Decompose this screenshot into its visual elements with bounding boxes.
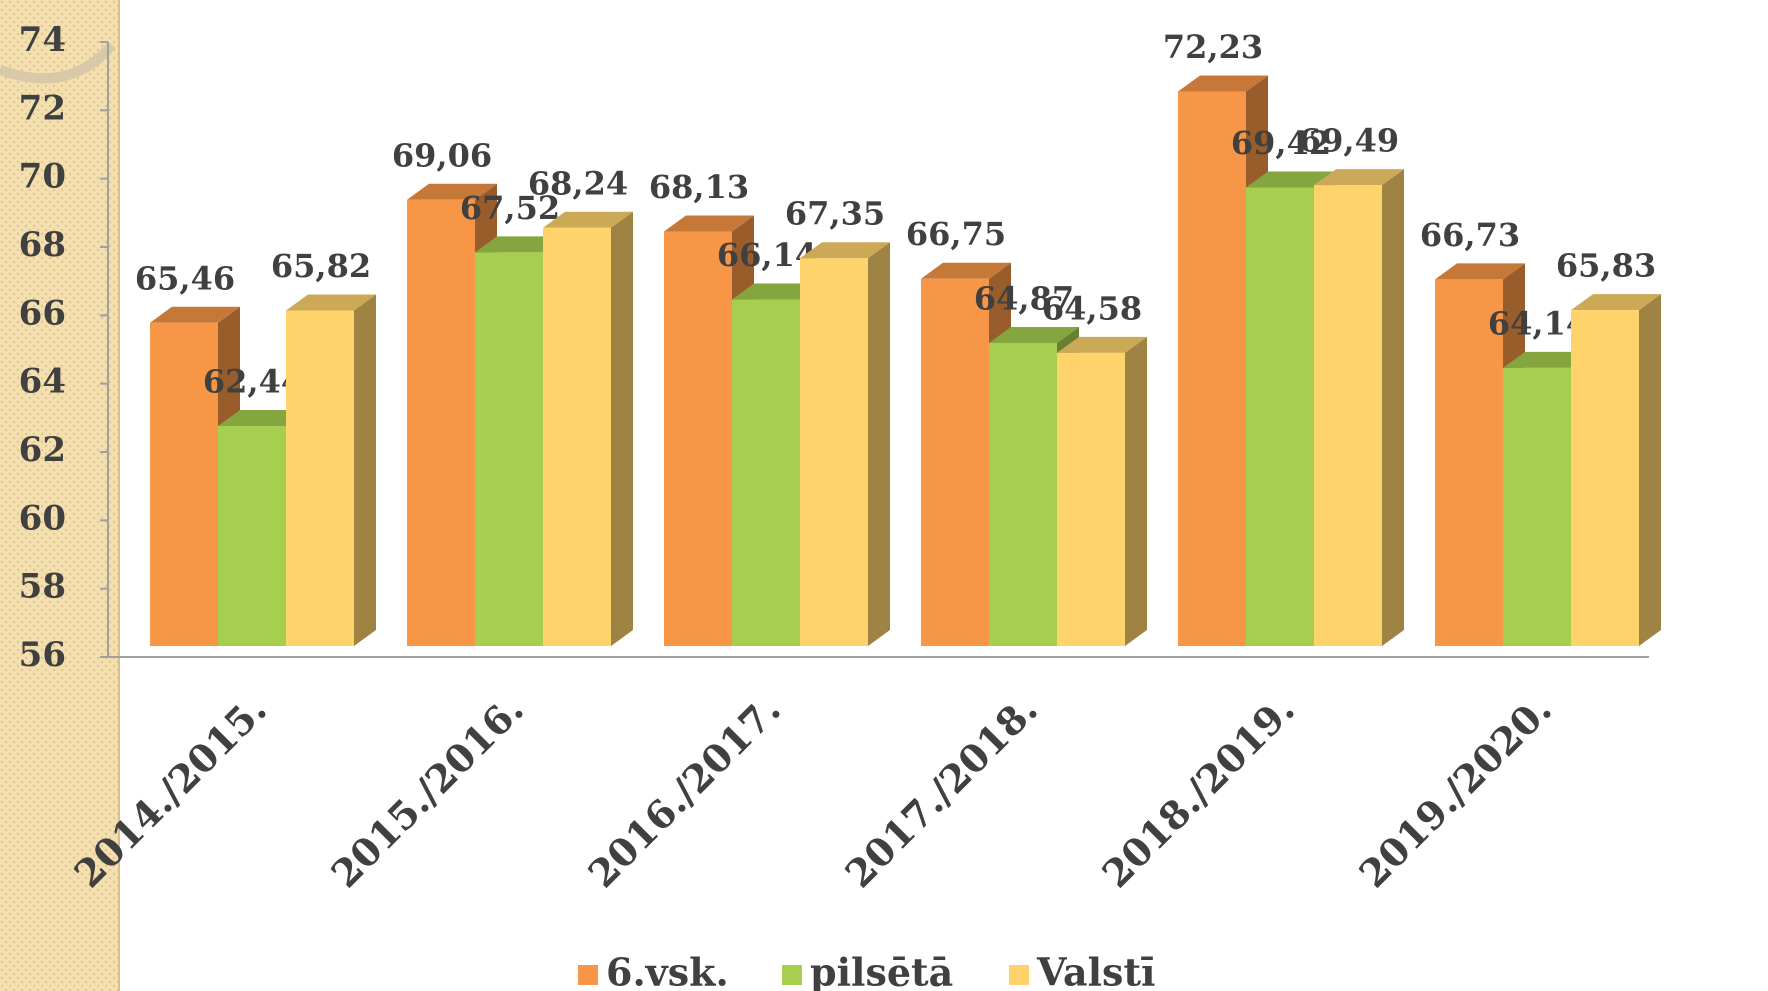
bar <box>921 278 989 646</box>
bar-top <box>664 215 754 232</box>
x-tick-label: 2018./2019. <box>1093 686 1303 896</box>
bar <box>800 258 868 646</box>
bar-top <box>1571 294 1661 311</box>
legend-swatch <box>1009 965 1029 985</box>
value-label: 65,82 <box>271 247 371 285</box>
bar-top <box>218 409 308 426</box>
bar-side <box>1639 294 1661 646</box>
value-label: 72,23 <box>1163 28 1263 66</box>
value-label: 69,42 <box>1231 124 1331 162</box>
bar-top <box>1435 263 1525 280</box>
value-label: 68,24 <box>528 164 628 202</box>
bar-top <box>921 262 1011 279</box>
bar-top <box>1503 351 1593 368</box>
bar-side <box>1125 336 1147 646</box>
bar-top <box>1178 75 1268 92</box>
bar-side <box>354 294 376 646</box>
bar <box>1314 185 1382 646</box>
legend-label: 6.vsk. <box>606 950 729 991</box>
bar-side <box>868 242 890 647</box>
bar-top <box>543 211 633 228</box>
bar-top <box>989 326 1079 343</box>
bar <box>475 252 543 646</box>
value-label: 66,73 <box>1420 216 1520 254</box>
value-label: 66,75 <box>906 215 1006 253</box>
bar-top <box>800 242 890 259</box>
y-tick-label: 66 <box>19 293 66 333</box>
value-label: 69,06 <box>392 136 492 174</box>
bar-top <box>150 306 240 323</box>
legend-label: pilsētā <box>810 950 953 991</box>
bar <box>218 425 286 646</box>
value-label: 65,46 <box>135 259 235 297</box>
x-tick-label: 2019./2020. <box>1350 686 1560 896</box>
bar-top <box>732 283 822 300</box>
bar <box>989 342 1057 646</box>
value-label: 64,58 <box>1042 289 1142 327</box>
bar-top <box>407 183 497 200</box>
y-tick-label: 56 <box>19 635 66 675</box>
bar <box>664 231 732 646</box>
y-tick-label: 64 <box>19 362 66 402</box>
x-tick-label: 2015./2016. <box>322 686 532 896</box>
value-label: 67,35 <box>785 195 885 233</box>
value-label: 69,49 <box>1299 122 1399 160</box>
y-tick-label: 58 <box>19 567 66 607</box>
bar <box>732 299 800 646</box>
legend-swatch <box>782 965 802 985</box>
bar <box>407 199 475 647</box>
x-tick-label: 2017./2018. <box>836 686 1046 896</box>
bar-top <box>1246 171 1336 188</box>
value-label: 64,87 <box>974 279 1074 317</box>
bar <box>1178 91 1246 647</box>
bar-side <box>1382 169 1404 646</box>
x-tick-label: 2016./2017. <box>579 686 789 896</box>
bar <box>150 322 218 646</box>
bar <box>286 310 354 646</box>
value-label: 68,13 <box>649 168 749 206</box>
y-tick-label: 60 <box>19 498 66 538</box>
bar-top <box>1314 169 1404 186</box>
bar-side <box>611 211 633 647</box>
bar <box>1246 187 1314 646</box>
value-label: 65,83 <box>1556 247 1656 285</box>
bar <box>1057 352 1125 646</box>
bar <box>1503 367 1571 646</box>
bar-top <box>475 236 565 253</box>
side-strip <box>0 0 119 991</box>
bar <box>1435 279 1503 646</box>
y-tick-label: 70 <box>19 157 66 197</box>
bar-top <box>1057 336 1147 353</box>
legend-swatch <box>578 965 598 985</box>
y-tick-label: 74 <box>19 20 66 60</box>
swirl <box>0 41 116 84</box>
legend-label: Valstī <box>1036 950 1155 991</box>
bar <box>543 227 611 647</box>
y-tick-label: 62 <box>19 430 66 470</box>
y-tick-label: 72 <box>19 88 66 128</box>
bar <box>1571 310 1639 646</box>
bar-top <box>286 294 376 311</box>
y-tick-label: 68 <box>19 225 66 265</box>
value-label: 67,52 <box>460 189 560 227</box>
